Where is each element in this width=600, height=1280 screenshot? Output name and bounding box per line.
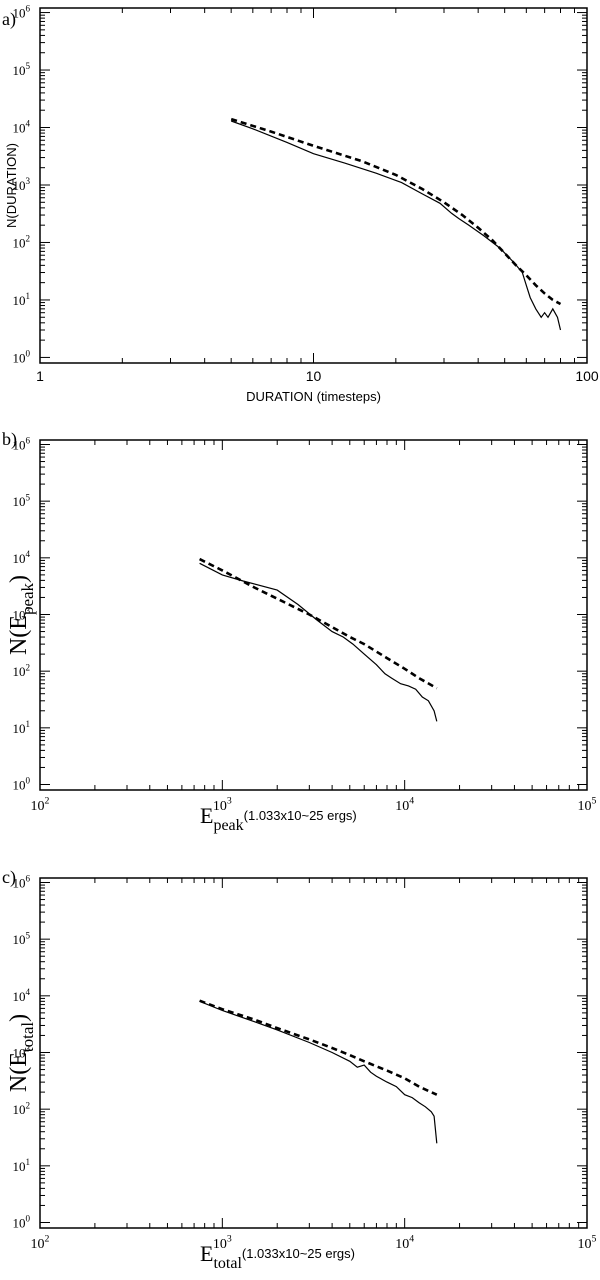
y-axis-label: N(Epeak)	[6, 575, 37, 655]
data-line	[230, 120, 562, 331]
x-tick-label: 100	[575, 368, 599, 384]
x-axis-label: Epeak(1.033x10~25 ergs)	[200, 803, 357, 834]
y-tick-label: 101	[12, 1157, 30, 1174]
y-tick-label: 104	[12, 119, 30, 136]
x-tick-label: 103	[213, 1234, 232, 1252]
data-line	[199, 562, 438, 722]
panel-3: c) 100 101 102 103 104 105 106 102 103 104 105 Etota…	[2, 867, 597, 1272]
y-tick-label: 100	[12, 349, 30, 366]
y-axis-label: N(Etotal)	[6, 1014, 37, 1092]
y-tick-label: 102	[12, 1100, 30, 1117]
y-tick-label: 105	[12, 61, 30, 78]
plot-frame	[39, 439, 588, 791]
x-tick-label: 102	[31, 1234, 50, 1252]
y-tick-label: 104	[12, 549, 30, 566]
x-axis-label: Etotal(1.033x10~25 ergs)	[200, 1241, 355, 1272]
fit-line	[230, 117, 562, 306]
y-tick-label: 100	[12, 776, 30, 793]
y-tick-label: 101	[12, 291, 30, 308]
panel-1: a) 100 101 102 103 104 105 106 1 10 100 DURATION (t…	[2, 4, 599, 404]
x-tick-label: 105	[578, 1234, 597, 1252]
x-tick-label: 105	[578, 796, 597, 814]
panel-label: c)	[2, 867, 16, 888]
y-tick-label: 101	[12, 719, 30, 736]
data-line	[199, 1000, 438, 1144]
x-tick-label: 103	[213, 796, 232, 814]
x-tick-label: 1	[36, 368, 44, 384]
plot-frame	[39, 877, 588, 1229]
panel-label: a)	[2, 9, 16, 30]
x-tick-label: 10	[306, 368, 322, 384]
fit-line	[199, 999, 438, 1096]
y-tick-label: 106	[12, 874, 30, 891]
panel-2: b) 100 101 102 103 104 105 106 102 103 104 105 Epeak…	[2, 429, 597, 834]
y-tick-label: 105	[12, 492, 30, 509]
y-tick-label: 105	[12, 930, 30, 947]
panel-label: b)	[2, 429, 17, 450]
y-axis-label: N(DURATION)	[4, 143, 19, 228]
x-tick-label: 104	[395, 796, 414, 814]
x-tick-label: 104	[395, 1234, 414, 1252]
y-tick-label: 102	[12, 234, 30, 251]
y-tick-label: 106	[12, 436, 30, 453]
x-axis-label: DURATION (timesteps)	[246, 389, 381, 404]
y-tick-label: 100	[12, 1214, 30, 1231]
fit-line	[199, 557, 438, 690]
y-tick-label: 102	[12, 662, 30, 679]
y-tick-label: 103	[12, 1044, 30, 1061]
x-tick-label: 102	[31, 796, 50, 814]
y-tick-label: 103	[12, 176, 30, 193]
y-tick-label: 106	[12, 4, 30, 21]
plot-frame	[39, 7, 588, 364]
y-tick-label: 103	[12, 606, 30, 623]
y-tick-label: 104	[12, 987, 30, 1004]
